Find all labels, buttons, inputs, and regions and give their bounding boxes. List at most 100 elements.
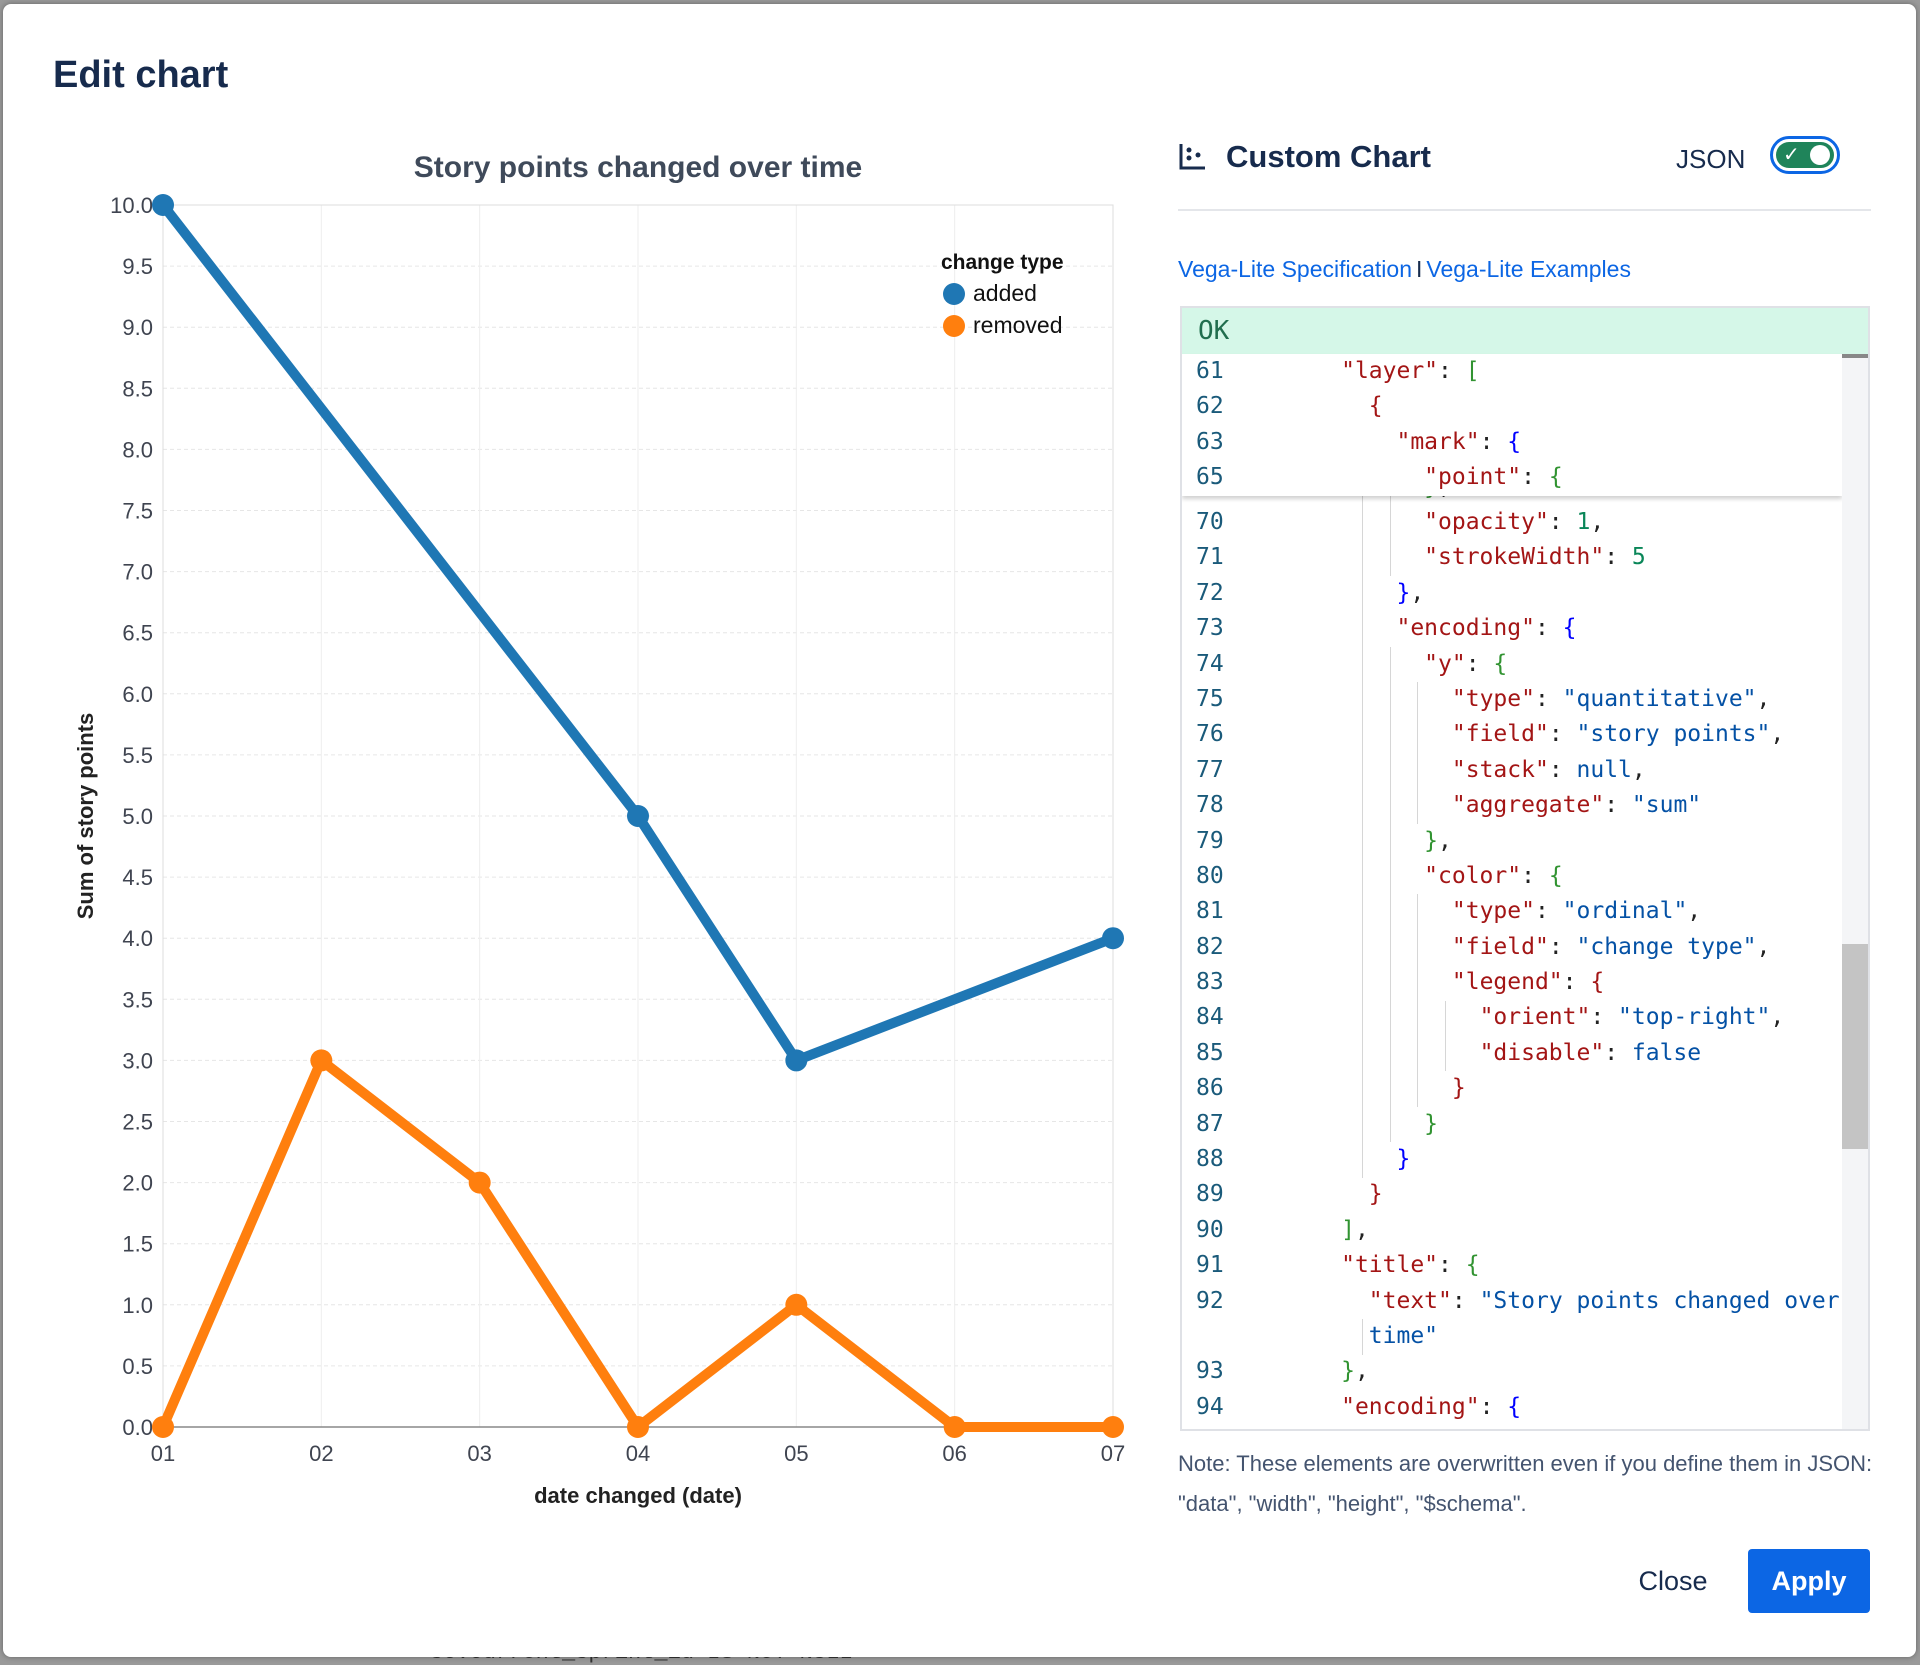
y-axis-title: Sum of story points — [73, 713, 98, 920]
code-token: "encoding" — [1396, 615, 1535, 642]
legend-title: change type — [941, 251, 1064, 274]
line-number: 93 — [1196, 1358, 1224, 1385]
legend-label-removed: removed — [973, 312, 1062, 338]
code-line: 78 "aggregate": "sum" — [1182, 788, 1868, 823]
code-token: , — [1756, 933, 1771, 960]
indent — [1258, 1288, 1369, 1314]
data-point-removed — [943, 1416, 966, 1438]
code-line: 83 "legend": { — [1182, 965, 1868, 1000]
vega-lite-spec-link[interactable]: Vega-Lite Specification — [1178, 256, 1412, 282]
line-number: 65 — [1196, 464, 1224, 491]
code-line: 63 "mark": { — [1182, 425, 1842, 460]
y-tick-label: 7.0 — [122, 560, 153, 585]
code-token: } — [1424, 827, 1439, 854]
line-number: 76 — [1196, 721, 1224, 748]
y-tick-label: 1.5 — [122, 1232, 153, 1257]
x-tick-label: 03 — [467, 1441, 491, 1466]
code-token: , — [1631, 756, 1646, 783]
code-token: : — [1548, 508, 1577, 535]
y-tick-label: 1.0 — [122, 1293, 153, 1318]
code-token: "orient" — [1479, 1004, 1591, 1031]
code-token: "layer" — [1341, 358, 1439, 384]
indent — [1258, 757, 1452, 783]
apply-button[interactable]: Apply — [1748, 1549, 1870, 1613]
close-button[interactable]: Close — [1618, 1549, 1728, 1613]
code-token: } — [1341, 1358, 1355, 1385]
code-token: "field" — [1451, 933, 1549, 960]
indent — [1258, 1323, 1369, 1349]
line-number: 82 — [1196, 933, 1224, 960]
code-token: : — [1548, 721, 1577, 748]
line-chart: 0.0 0.5 1.0 1.5 2.0 2.5 3.0 3.5 4.0 4.5 5.0 5.5 6.0 6… — [73, 151, 1125, 1508]
code-token: : — [1451, 1287, 1480, 1314]
code-token: : — [1534, 898, 1563, 925]
code-line: 62 { — [1182, 389, 1842, 424]
code-line: 81 "type": "ordinal", — [1182, 894, 1868, 929]
code-token: "field" — [1451, 721, 1549, 748]
code-token: "legend" — [1451, 969, 1563, 996]
code-token: "ordinal" — [1562, 898, 1688, 925]
indent — [1258, 1040, 1480, 1066]
code-token: : — [1521, 862, 1549, 889]
code-token: : — [1534, 615, 1563, 642]
code-token: , — [1756, 685, 1771, 712]
scrollbar-thumb[interactable] — [1842, 944, 1868, 1149]
y-tick-label: 7.5 — [122, 499, 153, 524]
indent — [1258, 429, 1396, 455]
line-number: 75 — [1196, 685, 1224, 712]
data-point-removed — [627, 1416, 649, 1438]
data-point-removed — [1102, 1416, 1124, 1438]
line-number: 92 — [1196, 1287, 1224, 1314]
x-tick-label: 07 — [1101, 1441, 1125, 1466]
json-toggle[interactable]: ✓ — [1770, 136, 1840, 174]
chart-preview: 0.0 0.5 1.0 1.5 2.0 2.5 3.0 3.5 4.0 4.5 5.0 5.5 6.0 6… — [63, 139, 1153, 1519]
x-tick-label: 04 — [626, 1441, 650, 1466]
vega-lite-examples-link[interactable]: Vega-Lite Examples — [1426, 256, 1631, 282]
code-line: 79 }, — [1182, 824, 1868, 859]
code-token: "type" — [1451, 685, 1535, 712]
code-token: [ — [1465, 358, 1480, 384]
x-tick-label: 05 — [784, 1441, 808, 1466]
legend-swatch-removed — [943, 315, 965, 337]
data-point-removed — [310, 1049, 333, 1072]
indent — [1258, 1075, 1452, 1101]
y-tick-label: 10.0 — [110, 193, 153, 218]
code-token: "type" — [1451, 898, 1535, 925]
indent — [1258, 509, 1424, 535]
code-token: : — [1534, 685, 1563, 712]
code-token: "mark" — [1396, 428, 1480, 455]
code-line: 86 } — [1182, 1071, 1868, 1106]
code-area[interactable]: 61 "layer": [62 {63 "mark": {65 "point":… — [1182, 354, 1868, 1425]
code-line: 76 "field": "story points", — [1182, 717, 1868, 752]
code-token: "Story points changed over — [1479, 1287, 1840, 1314]
code-token: { — [1548, 862, 1563, 889]
code-token: "y" — [1424, 650, 1466, 677]
code-token: "encoding" — [1341, 1393, 1480, 1420]
y-tick-label: 5.5 — [122, 743, 153, 768]
code-token: "change type" — [1576, 933, 1757, 960]
validation-status: OK — [1182, 308, 1868, 354]
code-token: "text" — [1368, 1287, 1452, 1314]
panel-header: Custom Chart JSON ✓ — [1178, 129, 1871, 211]
y-tick-label: 6.5 — [122, 621, 153, 646]
code-line: 85 "disable": false — [1182, 1036, 1868, 1071]
line-number: 79 — [1196, 827, 1224, 854]
code-token: { — [1493, 650, 1508, 677]
line-number: 83 — [1196, 969, 1224, 996]
code-line: 89 } — [1182, 1177, 1868, 1212]
y-tick-label: 3.5 — [122, 987, 153, 1012]
line-number: 80 — [1196, 862, 1224, 889]
sticky-scroll-header: 61 "layer": [62 {63 "mark": {65 "point":… — [1182, 354, 1842, 496]
dialog-title: Edit chart — [53, 54, 229, 96]
y-tick-label: 5.0 — [122, 804, 153, 829]
line-number: 73 — [1196, 615, 1224, 642]
data-point-removed — [468, 1171, 491, 1194]
json-editor[interactable]: OK 61 "layer": [62 {63 "mark": {65 "poin… — [1180, 306, 1870, 1431]
json-toggle-label: JSON — [1676, 144, 1746, 174]
y-tick-label: 4.5 — [122, 865, 153, 890]
editor-scrollbar[interactable] — [1842, 354, 1868, 1429]
indent — [1258, 1252, 1341, 1278]
code-token: "point" — [1424, 464, 1522, 491]
data-point-removed — [785, 1293, 808, 1316]
code-token: "aggregate" — [1451, 792, 1605, 819]
